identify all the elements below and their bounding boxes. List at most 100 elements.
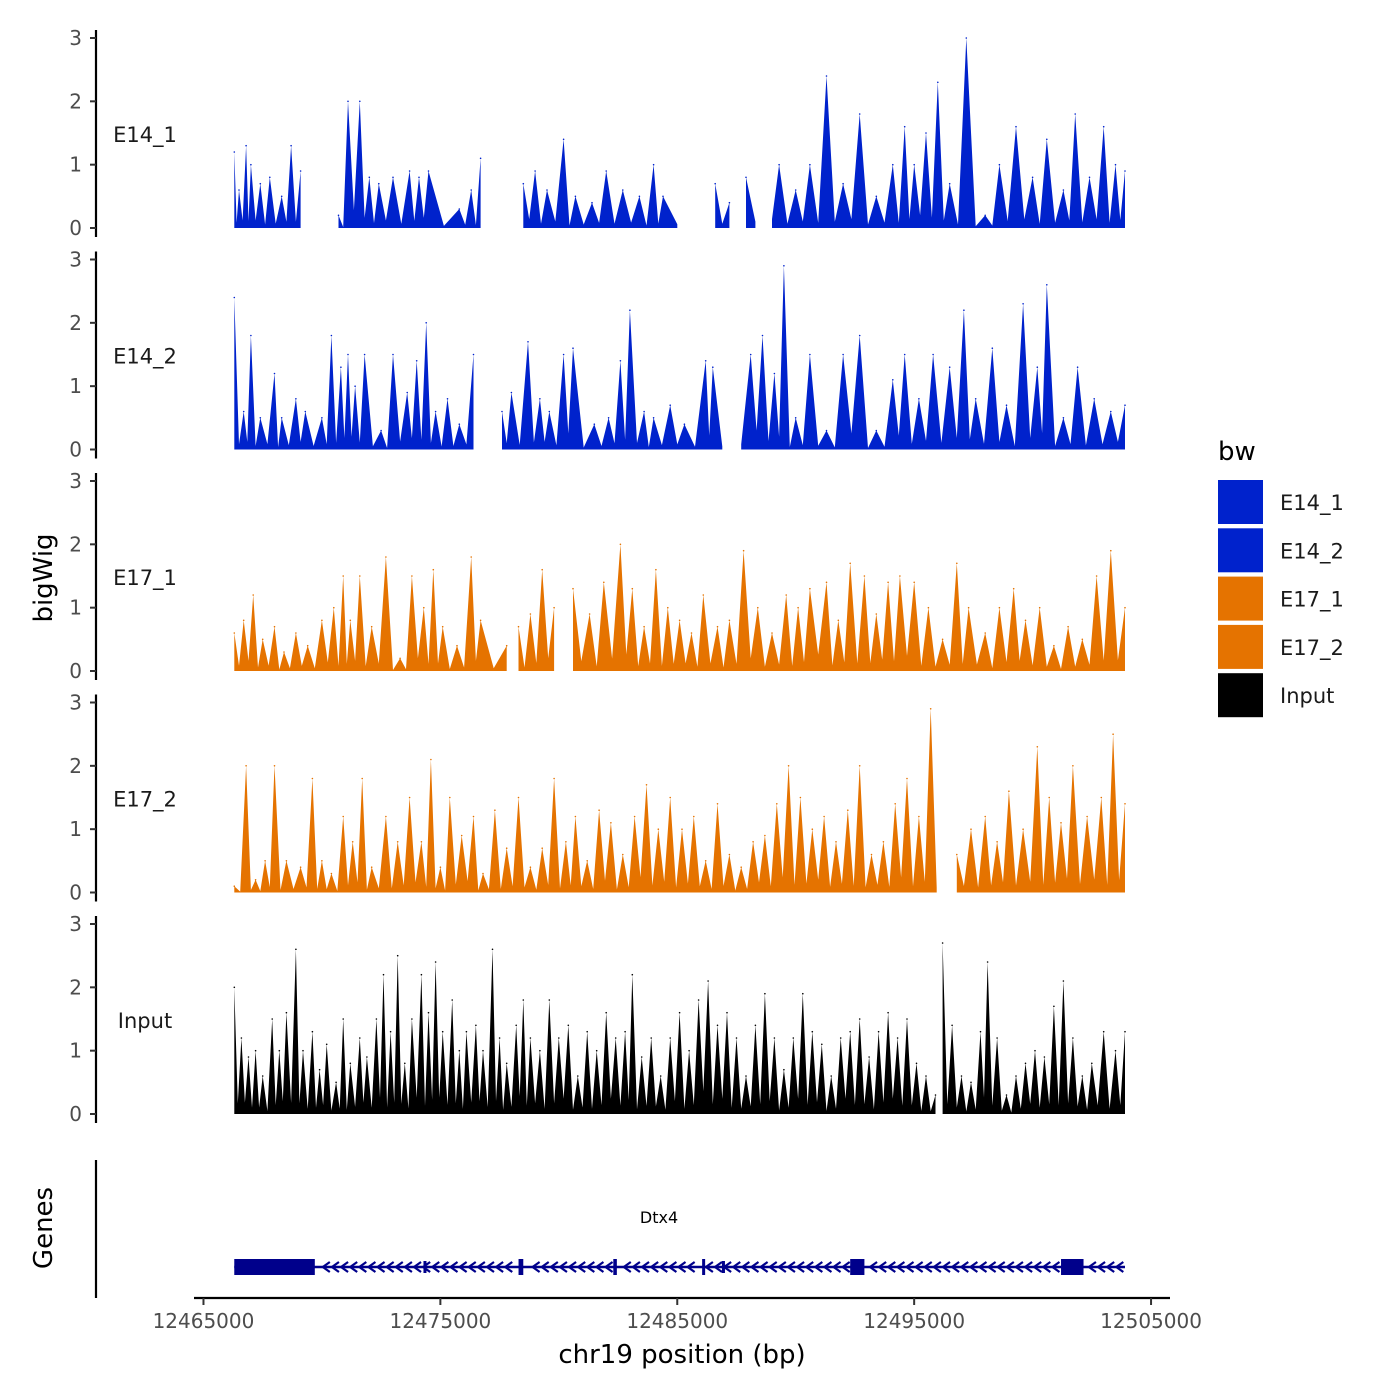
signal-peak <box>238 189 240 191</box>
signal-peak <box>273 625 276 628</box>
strand-chevron <box>485 1261 495 1273</box>
signal-peak <box>1114 1049 1117 1052</box>
signal-peak <box>693 815 695 818</box>
strand-chevron <box>503 1261 513 1273</box>
strand-chevron <box>950 1261 960 1273</box>
signal-peak <box>745 1075 747 1077</box>
signal-peak <box>593 423 596 426</box>
signal-peak <box>683 423 686 426</box>
gene-exon <box>850 1259 865 1275</box>
signal-peak <box>290 144 292 147</box>
signal-peak <box>1093 398 1095 400</box>
strand-chevron <box>339 1261 349 1273</box>
signal-peak <box>501 410 503 413</box>
signal-peak <box>697 999 700 1001</box>
signal-peak <box>1110 549 1112 552</box>
signal-peak <box>704 360 707 362</box>
signal-area-e14_1 <box>746 177 756 228</box>
signal-peak <box>1053 644 1055 647</box>
signal-area-e14_1 <box>772 38 1125 228</box>
x-tick-label: 12485000 <box>626 1309 728 1333</box>
signal-peak <box>439 866 442 868</box>
signal-peak <box>773 372 776 375</box>
signal-peak <box>250 163 252 166</box>
strand-chevron <box>375 1261 386 1273</box>
signal-peak <box>491 948 494 951</box>
signal-peak <box>411 575 413 577</box>
strand-chevron <box>1105 1261 1115 1273</box>
signal-area-e17_1 <box>573 544 1125 671</box>
y-tick-label: 2 <box>69 532 82 556</box>
signal-peak <box>809 163 811 166</box>
signal-peak <box>1124 803 1126 805</box>
signal-peak <box>1102 1030 1105 1033</box>
signal-peak <box>728 201 731 204</box>
strand-chevron <box>1032 1261 1042 1273</box>
signal-peak <box>716 625 719 628</box>
signal-peak <box>378 182 380 185</box>
signal-peak <box>574 195 577 198</box>
strand-chevron <box>475 1261 486 1273</box>
signal-peak <box>349 1062 352 1065</box>
signal-peak <box>456 644 458 647</box>
signal-peak <box>359 575 361 577</box>
strand-chevron <box>585 1261 595 1273</box>
signal-area-e14_1 <box>338 101 481 228</box>
signal-peak <box>858 334 861 337</box>
signal-peak <box>529 1037 532 1039</box>
signal-peak <box>638 195 641 198</box>
signal-peak <box>517 796 520 799</box>
signal-peak <box>882 841 885 843</box>
signal-peak <box>280 195 283 198</box>
signal-peak <box>359 100 361 103</box>
strand-chevron <box>758 1261 769 1273</box>
signal-peak <box>285 860 288 862</box>
signal-peak <box>295 948 297 951</box>
signal-peak <box>1124 404 1126 407</box>
signal-peak <box>614 1037 617 1039</box>
strand-chevron <box>412 1261 422 1273</box>
signal-peak <box>757 606 759 609</box>
strand-chevron <box>895 1261 906 1273</box>
signal-peak <box>771 632 773 634</box>
signal-peak <box>622 189 624 191</box>
signal-peak <box>643 625 645 628</box>
signal-peak <box>325 1043 328 1046</box>
signal-peak <box>927 606 930 609</box>
signal-peak <box>863 575 866 577</box>
signal-peak <box>415 360 418 362</box>
signal-peak <box>607 417 610 419</box>
signal-peak <box>553 606 555 609</box>
signal-peak <box>1110 410 1112 413</box>
signal-peak <box>605 170 607 172</box>
y-tick-label: 1 <box>69 596 82 620</box>
signal-peak <box>321 860 323 862</box>
signal-peak <box>735 1037 738 1039</box>
signal-peak <box>655 568 657 571</box>
signal-peak <box>974 398 977 400</box>
signal-peak <box>787 765 790 767</box>
track-label: E14_1 <box>113 123 177 148</box>
signal-peak <box>304 410 307 413</box>
signal-peak <box>868 1056 870 1058</box>
signal-peak <box>925 1075 927 1077</box>
signal-peak <box>420 973 423 976</box>
signal-peak <box>1074 113 1076 115</box>
strand-chevron <box>922 1261 933 1273</box>
strand-chevron <box>348 1261 358 1273</box>
strand-chevron <box>539 1261 550 1273</box>
signal-peak <box>1005 404 1008 407</box>
signal-peak <box>963 309 965 312</box>
signal-peak <box>529 613 532 615</box>
signal-peak <box>894 803 896 805</box>
signal-peak <box>517 625 520 628</box>
signal-peak <box>233 151 236 153</box>
signal-peak <box>965 37 968 39</box>
signal-peak <box>887 1011 889 1014</box>
signal-peak <box>273 765 276 767</box>
y-tick-label: 2 <box>69 975 82 999</box>
strand-chevron <box>813 1261 823 1273</box>
signal-peak <box>385 815 387 818</box>
track-label: E17_2 <box>113 788 177 813</box>
signal-peak <box>250 334 252 337</box>
